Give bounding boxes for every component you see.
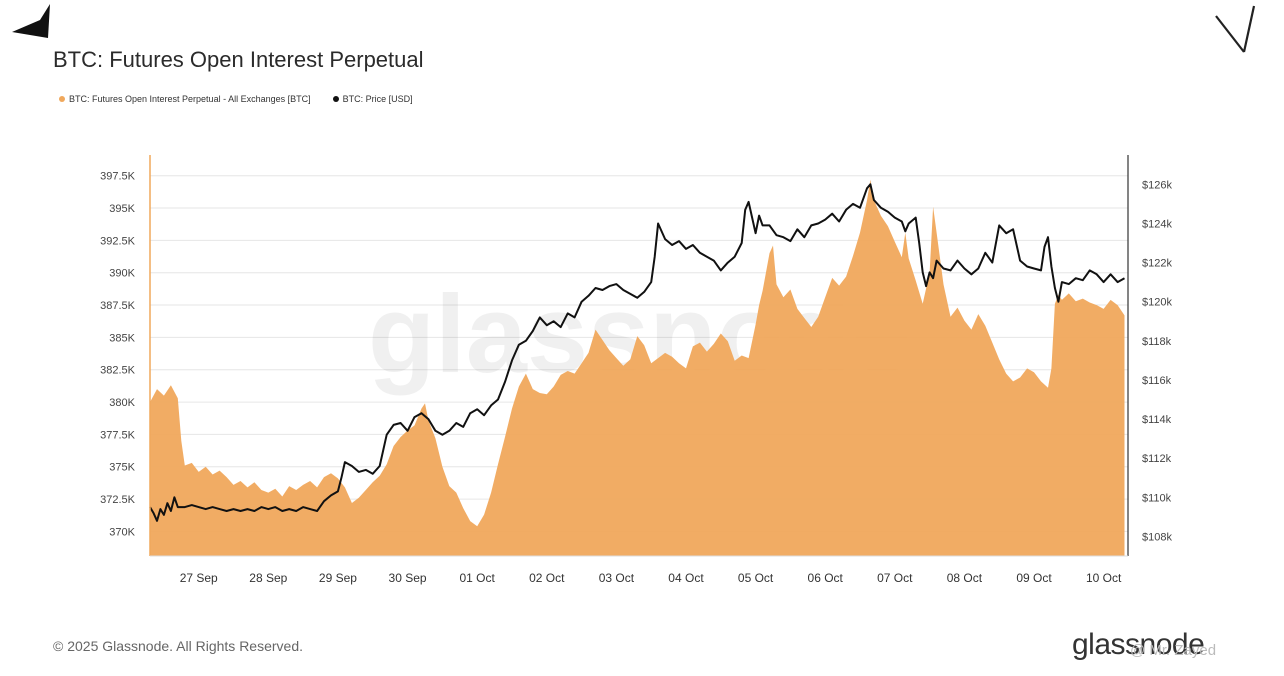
y-left-tick-label: 382.5K <box>100 365 136 377</box>
y-right-tick-label: $118k <box>1142 336 1172 348</box>
legend-item-price[interactable]: BTC: Price [USD] <box>332 94 413 104</box>
corner-arrow-icon <box>12 4 50 38</box>
x-tick-label: 06 Oct <box>808 571 844 585</box>
y-left-tick-label: 380K <box>109 397 135 409</box>
legend-item-open-interest[interactable]: BTC: Futures Open Interest Perpetual - A… <box>59 94 311 104</box>
x-tick-label: 29 Sep <box>319 571 357 585</box>
page-title: BTC: Futures Open Interest Perpetual <box>53 47 424 72</box>
y-left-tick-label: 370K <box>109 526 135 538</box>
x-tick-label: 05 Oct <box>738 571 774 585</box>
x-tick-label: 04 Oct <box>668 571 704 585</box>
y-left-tick-label: 377.5K <box>100 429 136 441</box>
y-right-tick-label: $122k <box>1142 258 1172 270</box>
y-right-tick-label: $124k <box>1142 218 1172 230</box>
y-left-tick-label: 397.5K <box>100 171 136 183</box>
y-right-tick-label: $126k <box>1142 179 1172 191</box>
y-right-tick-label: $110k <box>1142 492 1172 504</box>
series-price-line <box>149 183 1125 522</box>
legend-swatch-price <box>332 96 339 102</box>
author-handle: @ Mr. Zayed <box>1130 642 1217 659</box>
y-left-tick-label: 372.5K <box>100 494 136 506</box>
x-tick-label: 07 Oct <box>877 571 913 585</box>
y-right-tick-label: $120k <box>1142 297 1172 309</box>
y-left-tick-label: 385K <box>109 332 135 344</box>
legend-swatch-open-interest <box>59 96 65 102</box>
y-right-tick-label: $116k <box>1142 375 1172 387</box>
y-left-tick-label: 387.5K <box>100 300 136 312</box>
x-tick-label: 01 Oct <box>459 571 495 585</box>
x-tick-label: 10 Oct <box>1086 571 1122 585</box>
y-left-tick-label: 375K <box>109 462 135 474</box>
x-tick-label: 09 Oct <box>1016 571 1052 585</box>
y-right-tick-label: $108k <box>1142 531 1172 543</box>
y-left-tick-label: 390K <box>109 268 135 280</box>
y-right-tick-label: $114k <box>1142 414 1172 426</box>
legend-label-open-interest: BTC: Futures Open Interest Perpetual - A… <box>69 94 311 104</box>
copyright-text: © 2025 Glassnode. All Rights Reserved. <box>53 638 304 654</box>
legend-label-price: BTC: Price [USD] <box>342 94 413 104</box>
x-tick-label: 02 Oct <box>529 571 565 585</box>
x-tick-label: 08 Oct <box>947 571 983 585</box>
x-tick-label: 28 Sep <box>249 571 287 585</box>
x-tick-label: 27 Sep <box>180 571 218 585</box>
corner-mark-icon <box>1215 5 1256 53</box>
brand-logo: glassnode <box>1072 628 1205 661</box>
x-tick-label: 30 Sep <box>389 571 427 585</box>
y-left-tick-label: 392.5K <box>100 235 136 247</box>
chart-legend: BTC: Futures Open Interest Perpetual - A… <box>59 94 413 104</box>
series-open-interest-area <box>150 179 1125 556</box>
x-tick-label: 03 Oct <box>599 571 635 585</box>
y-left-tick-label: 395K <box>109 203 135 215</box>
y-right-tick-label: $112k <box>1142 453 1172 465</box>
